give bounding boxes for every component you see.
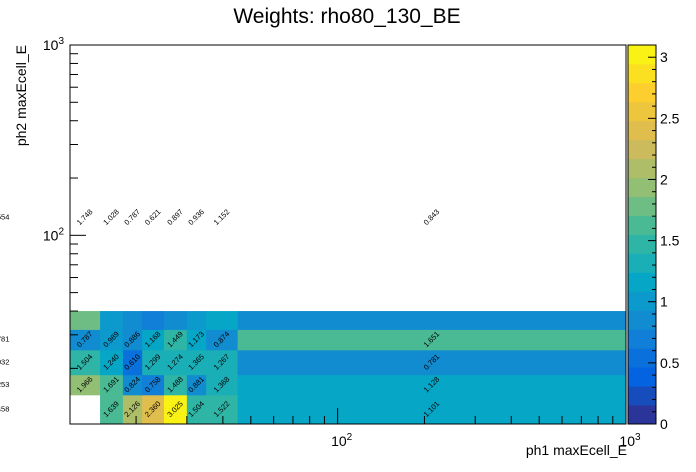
heatmap-cell	[142, 394, 165, 425]
heatmap-cell	[122, 394, 143, 425]
heatmap-cell	[186, 311, 207, 330]
colorbar-level	[628, 139, 656, 160]
colorbar-tick-label: 3	[660, 49, 668, 65]
heatmap-cell	[186, 374, 207, 396]
colorbar-level	[628, 253, 656, 273]
heatmap-cell	[142, 311, 165, 330]
heatmap-cell	[70, 349, 101, 376]
heatmap-cell	[206, 374, 239, 396]
x-axis-label: ph1 maxEcell_E	[526, 442, 627, 458]
colorbar-level	[628, 101, 656, 122]
heatmap-cell	[142, 374, 165, 396]
heatmap-cell	[100, 311, 124, 330]
cell-value-label: 0.554	[0, 212, 9, 221]
colorbar-tick-label: 1	[660, 294, 668, 310]
colorbar-level	[628, 291, 656, 311]
heatmap-cell	[186, 349, 207, 376]
heatmap-cell	[164, 311, 188, 330]
x-tick-label: 103	[619, 432, 641, 449]
chart-title: Weights: rho80_130_BE	[233, 5, 460, 28]
heatmap-cell	[100, 329, 124, 351]
colorbar-tick-label: 0	[660, 416, 668, 432]
colorbar-level	[628, 177, 656, 197]
heatmap-cell	[100, 349, 124, 376]
colorbar-level	[628, 45, 656, 65]
heatmap-cell	[100, 394, 124, 425]
heatmap-cell	[237, 329, 627, 351]
cell-value-label: 1.748	[75, 207, 95, 227]
cell-value-label: 0.936	[186, 207, 206, 227]
colorbar-level	[628, 329, 656, 349]
colorbar-level	[628, 82, 656, 103]
plot-frame	[69, 44, 627, 425]
heatmap-cell	[237, 374, 627, 396]
heatmap-cell	[122, 311, 143, 330]
colorbar-level	[628, 120, 656, 141]
heatmap-cell	[100, 374, 124, 396]
y-axis-label: ph2 maxEcell_E	[13, 45, 29, 146]
colorbar-level	[628, 272, 656, 292]
heatmap-cell	[70, 311, 101, 330]
cell-value-label: 0.787	[122, 207, 142, 227]
colorbar-tick-label: 1.5	[660, 233, 680, 249]
heatmap-cell	[237, 311, 627, 330]
heatmap-cell	[206, 329, 239, 351]
colorbar-frame	[627, 44, 657, 425]
colorbar-level	[628, 63, 656, 84]
colorbar-level	[628, 234, 656, 254]
heatmap-cell	[206, 311, 239, 330]
heatmap-cell	[70, 374, 101, 396]
heatmap-cell	[122, 329, 143, 351]
cell-value-label: 0.897	[165, 207, 185, 227]
colorbar-level	[628, 405, 656, 425]
colorbar: 0 0.5 1 1.5 2 2.5 3	[627, 44, 680, 432]
cell-value-label: 1.458	[0, 404, 9, 413]
colorbar-tick-label: 0.5	[660, 355, 680, 371]
heatmap-cell	[164, 374, 188, 396]
heatmap-cell	[164, 394, 188, 425]
cell-value-label: 0.621	[143, 207, 163, 227]
x-axis: 102 103	[135, 408, 641, 449]
heatmap-cell	[122, 349, 143, 376]
heatmap-cell	[122, 374, 143, 396]
cell-value-label: 1.253	[0, 380, 9, 389]
y-axis: 102 103	[43, 36, 86, 369]
heatmap-cell	[164, 349, 188, 376]
cell-value-label: 0.781	[0, 335, 9, 344]
heatmap-cell	[237, 349, 627, 376]
colorbar-level	[628, 348, 656, 368]
heatmap-cell	[206, 394, 239, 425]
cell-value-label: 1.028	[101, 207, 121, 227]
cell-value-label: 1.152	[212, 207, 232, 227]
heatmap-cell	[186, 394, 207, 425]
heatmap-cell	[206, 349, 239, 376]
y-tick-label: 103	[43, 36, 65, 53]
colorbar-level	[628, 215, 656, 235]
heatmap-cell	[164, 329, 188, 351]
colorbar-level	[628, 158, 656, 179]
cell-value-label: 0.843	[422, 207, 442, 227]
heatmap-cells	[70, 311, 627, 425]
colorbar-tick-label: 2	[660, 171, 668, 187]
cell-value-label: 1.032	[0, 357, 9, 366]
heatmap-cell	[186, 329, 207, 351]
colorbar-level	[628, 367, 656, 387]
heatmap-cell	[142, 329, 165, 351]
y-tick-label: 102	[43, 226, 65, 243]
x-tick-label: 102	[331, 432, 353, 449]
heatmap-cell	[142, 349, 165, 376]
colorbar-level	[628, 310, 656, 330]
colorbar-level	[628, 196, 656, 216]
colorbar-tick-label: 2.5	[660, 110, 680, 126]
colorbar-level	[628, 386, 656, 406]
